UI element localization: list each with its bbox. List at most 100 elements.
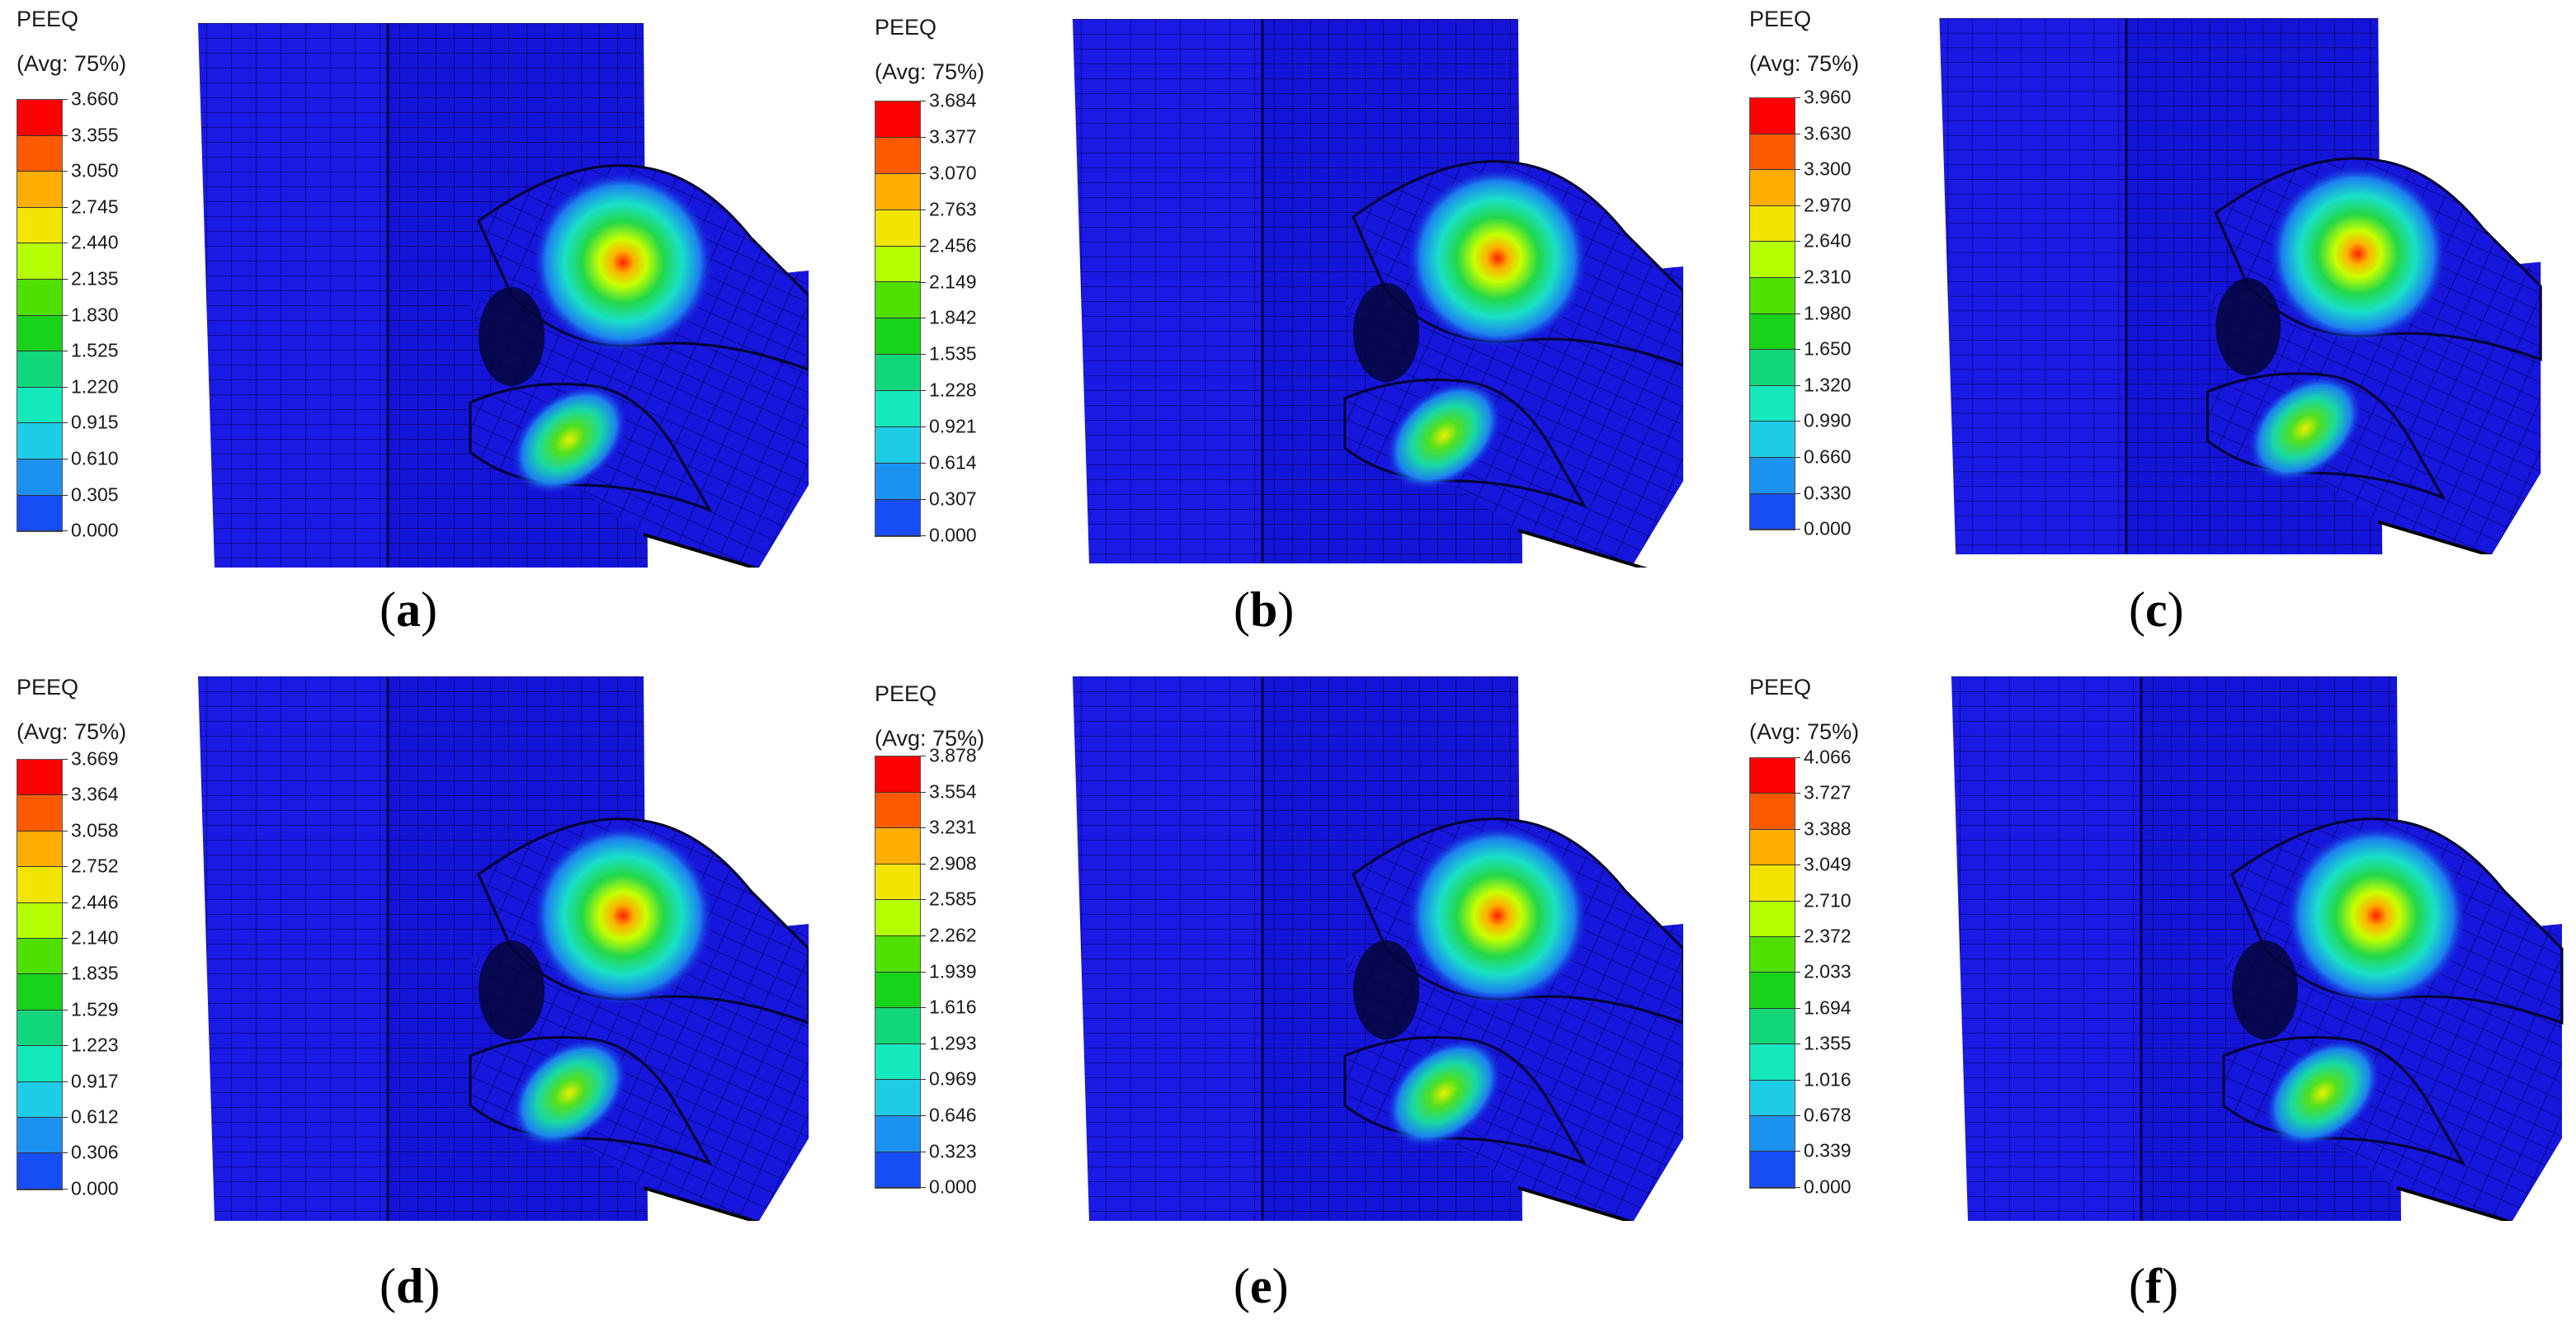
legend-band [875, 1152, 920, 1189]
panel-caption: (f) [2129, 1259, 2178, 1313]
legend-band [1750, 350, 1795, 386]
legend-tick-label: 0.323 [929, 1140, 977, 1162]
legend-tick-mark [61, 902, 68, 903]
legend-band [1750, 242, 1795, 278]
legend-tick-mark [1794, 492, 1800, 494]
strain-hotspot-lower [2247, 374, 2363, 483]
legend-band [17, 387, 62, 424]
legend-tick-label: 0.306 [71, 1141, 119, 1163]
legend-band [875, 210, 920, 247]
legend-tick-label: 2.640 [1804, 229, 1852, 252]
legend-tick-label: 3.960 [1804, 86, 1852, 108]
legend-tick-mark [919, 535, 926, 536]
legend-tick-label: 0.000 [929, 1175, 977, 1198]
legend-band [875, 427, 920, 464]
legend-band [875, 972, 920, 1009]
legend-tick-label: 0.330 [1804, 482, 1852, 504]
panel-caption-letter: a [395, 582, 421, 637]
legend-tick-mark [1794, 1115, 1800, 1116]
legend-band [17, 172, 62, 208]
legend-band [17, 974, 62, 1011]
legend-band [1750, 277, 1795, 314]
legend-band [1750, 205, 1795, 243]
legend-tick-mark [919, 354, 926, 356]
legend-band [1750, 794, 1795, 830]
legend-band [1750, 313, 1795, 351]
legend-tick-mark [1794, 828, 1800, 830]
legend-tick-mark [1794, 1151, 1800, 1152]
legend-tick-mark [1794, 1186, 1800, 1188]
legend-band [875, 463, 920, 500]
legend-title: PEEQ [1749, 675, 1812, 700]
legend-tick-label: 3.727 [1804, 781, 1852, 803]
legend-tick-label: 3.050 [71, 159, 119, 181]
legend-tick-mark [919, 463, 926, 464]
legend-tick-mark [61, 866, 68, 868]
legend-tick-label: 3.878 [929, 744, 977, 766]
legend-tick-label: 0.305 [71, 483, 119, 506]
legend-band [875, 756, 920, 793]
legend-tick-label: 3.049 [1804, 853, 1852, 875]
legend-subtitle: (Avg: 75%) [17, 719, 127, 744]
legend-tick-mark [1794, 457, 1800, 458]
legend-tick-label: 0.915 [71, 411, 119, 433]
legend-band [875, 137, 920, 174]
strain-hotspot-upper [2286, 825, 2467, 1006]
legend-tick-mark [61, 794, 68, 796]
legend-tick-mark [61, 938, 68, 939]
legend-tick-mark [919, 1115, 926, 1116]
legend-color-bar [17, 759, 63, 1190]
column-side-face [1073, 676, 1262, 1221]
fe-model-render [1073, 676, 1683, 1221]
legend-tick-mark [61, 206, 68, 208]
legend-tick-mark [1794, 529, 1800, 530]
legend-band [17, 902, 62, 939]
legend-tick-mark [919, 1187, 926, 1189]
legend-tick-mark [1794, 205, 1800, 206]
legend-tick-mark [919, 498, 926, 500]
legend-tick-label: 1.220 [71, 375, 119, 398]
legend-tick-label: 3.630 [1804, 122, 1852, 144]
legend-band [17, 423, 62, 459]
legend-band [875, 1008, 920, 1044]
strain-hotspot-upper [1407, 167, 1588, 349]
legend-tick-label: 0.646 [929, 1104, 977, 1126]
panel-caption: (b) [1234, 582, 1295, 637]
legend-band [875, 101, 920, 138]
legend-band [17, 315, 62, 352]
legend-tick-mark [919, 426, 926, 428]
legend-band [1750, 758, 1795, 794]
legend-band [875, 318, 920, 356]
legend-tick-mark [61, 494, 68, 496]
legend-tick-mark [1794, 900, 1800, 902]
legend-band [875, 282, 920, 319]
legend-band [1750, 1008, 1795, 1045]
panel-caption-letter: e [1249, 1259, 1272, 1313]
legend-band [1750, 865, 1795, 902]
legend-band [1750, 1152, 1795, 1188]
legend-tick-label: 3.660 [71, 87, 119, 110]
legend-band [875, 499, 920, 536]
weld-access-hole [1353, 283, 1419, 382]
column-side-face [198, 676, 388, 1221]
legend-band [1750, 98, 1795, 134]
panel-a: PEEQ (Avg: 75%) 3.660 3.355 3.050 2.745 2.440 2… [17, 0, 842, 643]
legend-tick-mark [61, 386, 68, 388]
legend-tick-label: 2.908 [929, 852, 977, 874]
legend-tick-mark [919, 1079, 926, 1081]
legend-title: PEEQ [17, 675, 79, 700]
legend-tick-mark [61, 1152, 68, 1154]
legend-band [875, 1080, 920, 1116]
legend-title: PEEQ [17, 7, 79, 31]
legend-tick-label: 2.149 [929, 271, 977, 292]
legend-tick-label: 3.554 [929, 780, 977, 803]
legend-tick-label: 0.969 [929, 1067, 977, 1090]
legend-color-bar [875, 101, 921, 537]
legend-tick-mark [1794, 277, 1800, 278]
legend-tick-label: 0.917 [71, 1070, 119, 1092]
panel-caption: (e) [1234, 1259, 1289, 1313]
weld-access-hole [2232, 940, 2298, 1039]
weld-access-hole [1353, 940, 1419, 1039]
legend-tick-mark [61, 134, 68, 136]
legend-band [1750, 936, 1795, 973]
